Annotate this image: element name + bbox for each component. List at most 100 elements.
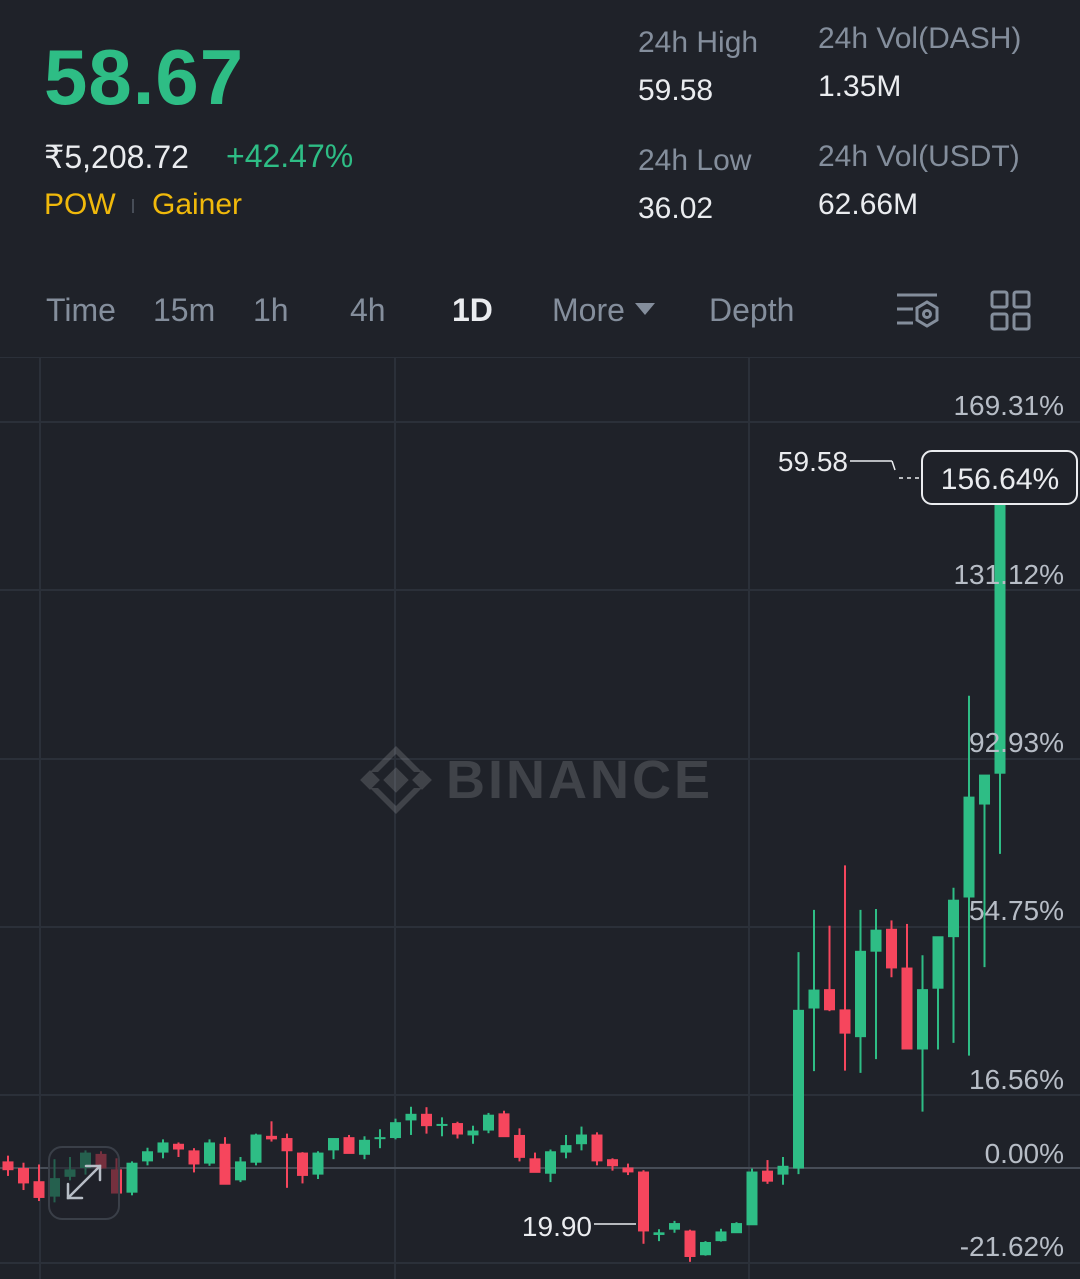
candlestick-chart[interactable]: BINANCE 169.31% 131.12% 92.93% 54.75% 16… [0,358,1080,1279]
candle-body [591,1134,603,1162]
candle-body [297,1152,308,1176]
candle-body [917,989,928,1050]
vol-quote-label: 24h Vol(USDT) [818,140,1020,173]
tag-pow[interactable]: POW [44,188,116,221]
candle-body [824,989,835,1011]
tab-1d[interactable]: 1D [452,292,493,328]
tab-15m[interactable]: 15m [153,292,216,328]
candle-body [467,1130,479,1136]
candle-body [374,1137,386,1140]
candle-body [436,1123,448,1126]
y-tick-label: 169.31% [953,390,1064,421]
candles [2,483,1006,1262]
candle-body [390,1122,401,1139]
candle-body [948,899,959,938]
watermark-text: BINANCE [446,750,713,810]
grid-layout-icon[interactable] [990,290,1032,332]
expand-icon [66,1164,102,1200]
candle-body [126,1162,138,1193]
watermark: BINANCE [360,746,713,814]
y-tick-label: -21.62% [960,1231,1064,1262]
y-tick-label: 92.93% [969,727,1064,758]
candle-body [607,1159,618,1167]
candle-body [855,950,866,1038]
candle-body [777,1165,789,1175]
candle-body [266,1135,277,1140]
candle-body [281,1138,293,1152]
candle-body [762,1170,773,1182]
candle-body [870,929,882,952]
candle-body [483,1114,494,1131]
candle-body [359,1139,370,1155]
candle-body [498,1113,510,1138]
vol-base-label: 24h Vol(DASH) [818,22,1022,55]
low-value: 36.02 [638,192,714,225]
candle-body [622,1167,634,1173]
candle-body [638,1171,649,1232]
high-label: 24h High [638,26,759,59]
candle-body [886,928,897,969]
high-annotation: 59.58 [778,446,896,477]
tab-more[interactable]: More [552,292,655,329]
tag-gainer[interactable]: Gainer [152,188,243,221]
candle-body [142,1151,153,1162]
chart-settings-icon[interactable] [895,290,941,334]
tab-depth[interactable]: Depth [709,292,795,328]
candle-body [963,796,975,898]
y-axis: 169.31% 131.12% 92.93% 54.75% 16.56% 0.0… [953,390,1064,1262]
candle-body [328,1138,339,1151]
vol-quote-value: 62.66M [818,188,919,221]
chevron-down-icon [634,302,655,315]
candle-body [653,1232,665,1235]
y-tick-label: 131.12% [953,559,1064,590]
y-tick-label: 54.75% [969,895,1064,926]
candle-body [33,1181,45,1198]
candle-body [235,1161,246,1181]
candle-body [452,1123,463,1135]
candle-body [2,1161,14,1171]
candle-body [173,1143,184,1150]
tab-4h[interactable]: 4h [350,292,386,328]
candle-body [793,1009,804,1169]
candle-body [250,1134,262,1163]
candle-body [514,1134,525,1158]
candle-body [994,496,1006,774]
candle-body [808,989,820,1009]
candle-body [188,1150,200,1165]
low-annotation-label: 19.90 [522,1211,592,1242]
tag-separator [132,199,134,213]
tab-1h[interactable]: 1h [253,292,289,328]
change-percent: +42.47% [226,138,354,174]
tabs-divider [0,357,1080,358]
y-tick-label: 0.00% [985,1138,1064,1169]
low-annotation: 19.90 [522,1211,636,1242]
candle-body [746,1171,758,1226]
y-tick-label: 16.56% [969,1064,1064,1095]
candle-body [204,1142,215,1164]
candle-body [421,1113,432,1127]
candle-body [715,1231,727,1242]
candle-body [932,936,944,989]
candle-body [157,1142,169,1153]
candle-body [700,1242,711,1256]
candle-body [901,967,913,1050]
current-price-label: 156.64% [941,463,1059,496]
high-annotation-label: 59.58 [778,446,848,477]
interval-tabs: Time 15m 1h 4h 1D More Depth [0,282,1080,346]
tab-more-label: More [552,292,625,328]
current-price-marker: 156.64% [899,450,1078,505]
candle-body [312,1152,324,1175]
candle-body [343,1137,355,1154]
candle-body [576,1134,587,1145]
high-value: 59.58 [638,74,714,107]
candle-body [684,1230,696,1257]
candle-body [545,1151,556,1174]
last-price: 58.67 [44,33,245,121]
candle-body [560,1145,572,1153]
candle-body [669,1223,680,1230]
candle-body [979,774,990,805]
tab-time[interactable]: Time [46,292,116,328]
expand-button[interactable] [48,1146,120,1220]
candle-body [529,1158,541,1173]
candle-body [219,1143,231,1185]
